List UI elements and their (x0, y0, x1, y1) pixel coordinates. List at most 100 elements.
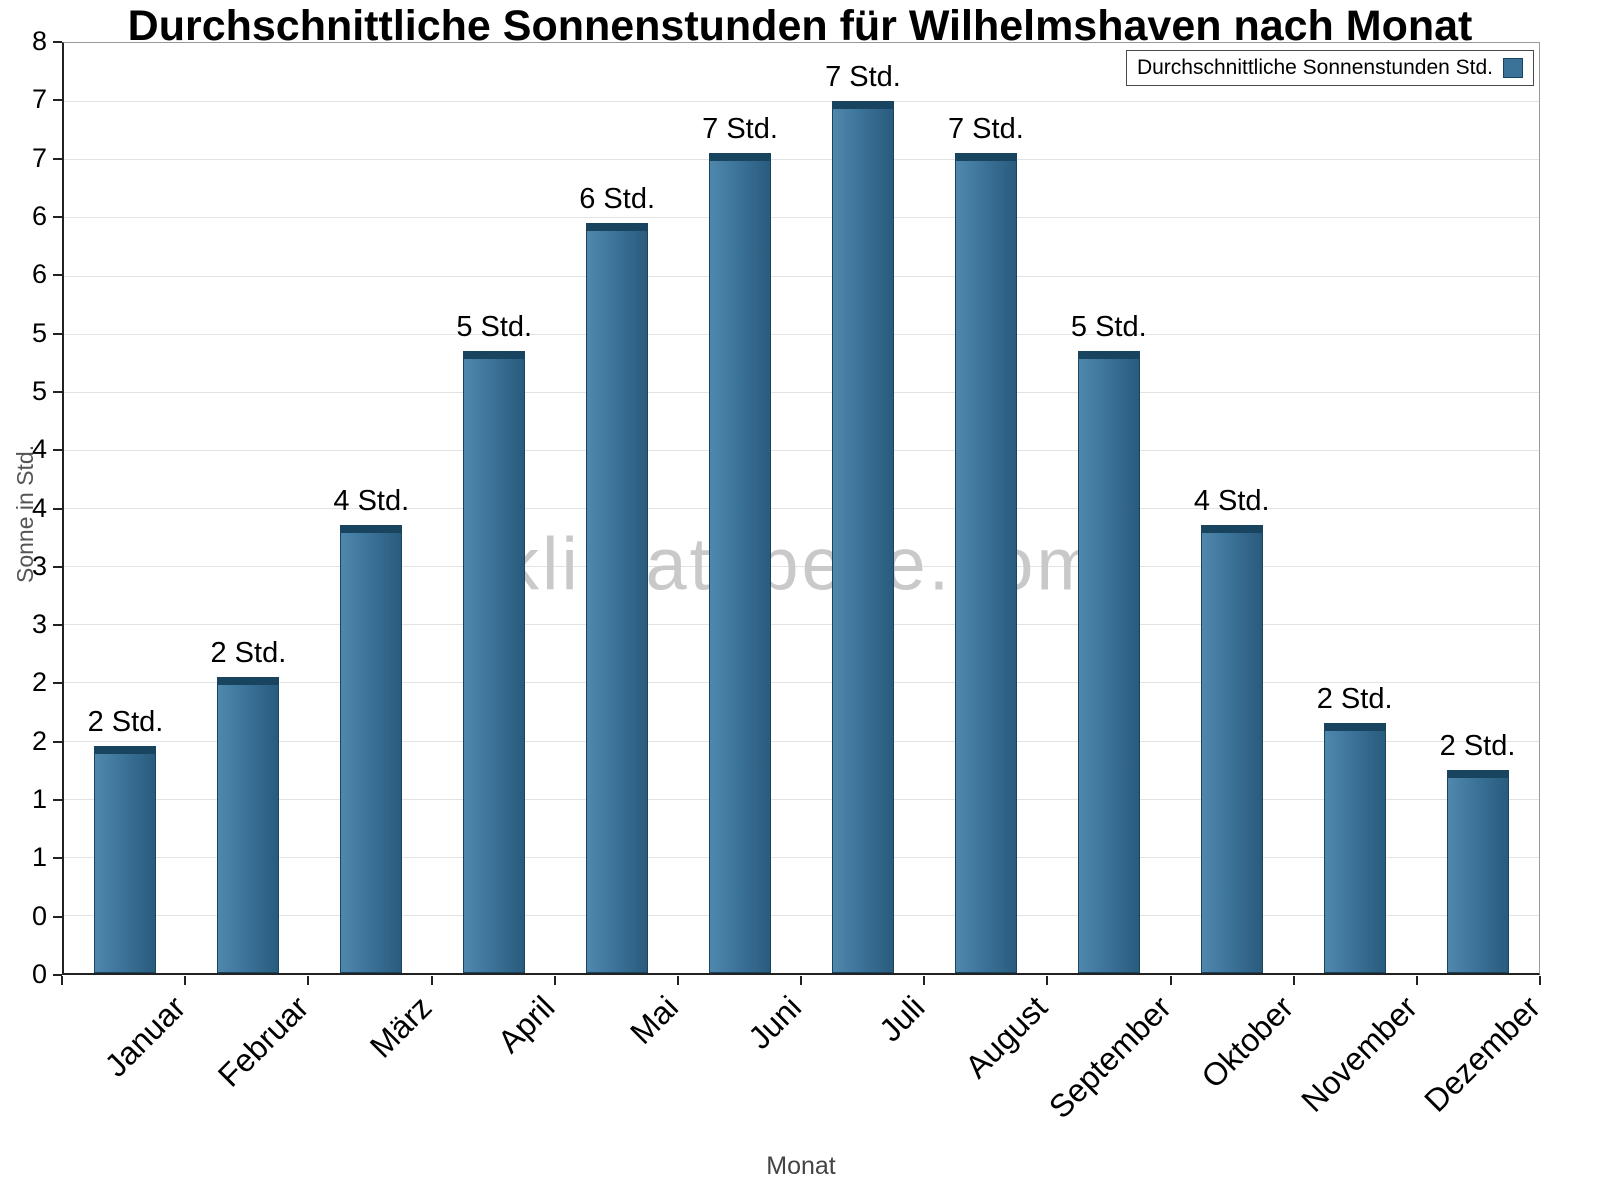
x-category-label-juli: Juli (871, 989, 932, 1049)
y-tick (53, 915, 62, 918)
bar-august (954, 153, 1017, 973)
bar-märz (340, 525, 403, 973)
plot-area: klimatabelle.com Durchschnittliche Sonne… (62, 42, 1540, 975)
x-tick (1539, 976, 1541, 985)
bar-value-label: 7 Std. (702, 113, 778, 146)
bar-value-label: 4 Std. (333, 485, 410, 518)
gridline (64, 159, 1539, 161)
bar-value-label: 7 Std. (947, 113, 1024, 146)
x-category-label-märz: März (362, 989, 439, 1065)
y-tick-label: 6 (31, 200, 47, 231)
x-tick (430, 976, 433, 985)
x-tick (800, 976, 802, 985)
legend: Durchschnittliche Sonnenstunden Std. (1125, 50, 1534, 86)
gridline (64, 682, 1539, 684)
bar-dezember (1446, 769, 1509, 973)
x-category-label-august: August (958, 989, 1055, 1085)
x-category-label-februar: Februar (210, 989, 316, 1094)
gridline (64, 798, 1539, 800)
bar-value-label: 2 Std. (87, 706, 164, 739)
bar-value-label: 5 Std. (1070, 311, 1147, 344)
bar-september (1077, 351, 1140, 973)
gridline (64, 217, 1539, 219)
x-category-label-oktober: Oktober (1194, 989, 1301, 1095)
x-category-label-november: November (1293, 989, 1424, 1119)
bar-juni (709, 153, 772, 973)
y-tick-label: 4 (31, 492, 47, 523)
bar-januar (94, 746, 157, 973)
y-tick-label: 3 (31, 609, 47, 640)
y-tick-label: 7 (31, 84, 47, 115)
y-tick-label: 8 (31, 25, 47, 56)
gridline (64, 275, 1539, 277)
gridline (64, 624, 1539, 626)
gridline (64, 449, 1539, 451)
y-tick (53, 390, 62, 393)
bar-mai (586, 223, 649, 973)
x-tick (184, 976, 187, 985)
y-tick (53, 740, 62, 743)
y-tick-label: 0 (31, 958, 47, 989)
y-tick (53, 99, 62, 102)
x-axis-ticks (61, 976, 1541, 988)
gridline (64, 856, 1539, 858)
x-category-label-april: April (490, 989, 562, 1060)
y-tick-label: 5 (31, 375, 47, 406)
bar-value-label: 2 Std. (210, 636, 287, 669)
y-tick (53, 857, 62, 860)
x-tick (676, 976, 679, 985)
gridline (64, 101, 1539, 103)
y-tick (53, 565, 62, 568)
y-tick (53, 332, 62, 335)
x-category-label-dezember: Dezember (1417, 989, 1547, 1119)
x-tick (307, 976, 310, 985)
x-category-label-januar: Januar (97, 989, 193, 1084)
y-tick (53, 215, 62, 218)
gridline (64, 914, 1539, 916)
bar-value-label: 2 Std. (1316, 683, 1393, 716)
gridline (64, 740, 1539, 742)
gridline (64, 333, 1539, 335)
bar-oktober (1200, 525, 1263, 973)
y-tick (53, 507, 62, 510)
bar-juli (831, 101, 894, 973)
y-tick (53, 799, 62, 802)
y-axis: 8 7 7 6 6 5 5 4 4 3 3 2 2 1 1 0 0 (0, 26, 62, 989)
y-tick-label: 5 (31, 317, 47, 348)
y-tick-label: 3 (31, 550, 47, 581)
bar-value-label: 7 Std. (825, 61, 901, 94)
legend-swatch (1503, 58, 1523, 78)
y-tick (53, 974, 62, 976)
x-tick (1292, 976, 1295, 985)
y-tick (53, 41, 62, 43)
y-tick-label: 1 (31, 783, 47, 814)
gridline (64, 566, 1539, 568)
y-tick (53, 274, 62, 277)
gridline (64, 391, 1539, 393)
y-tick-label: 2 (31, 725, 47, 756)
bar-februar (217, 676, 280, 973)
gridline (64, 508, 1539, 509)
y-tick-label: 1 (31, 842, 47, 873)
x-category-label-september: September (1041, 989, 1178, 1126)
y-tick (53, 449, 62, 452)
bar-value-label: 6 Std. (579, 183, 656, 216)
x-category-label-juni: Juni (741, 989, 808, 1056)
y-tick-label: 7 (31, 142, 47, 173)
bar-value-label: 4 Std. (1193, 485, 1270, 518)
x-category-label-mai: Mai (622, 989, 685, 1051)
y-tick (53, 682, 62, 685)
y-tick (53, 624, 62, 627)
y-tick-label: 4 (31, 434, 47, 465)
x-tick (553, 976, 556, 985)
x-axis-title: Monat (766, 1152, 836, 1180)
y-tick-label: 0 (31, 900, 47, 931)
bar-value-label: 2 Std. (1439, 729, 1516, 762)
x-tick (923, 976, 926, 985)
legend-label: Durchschnittliche Sonnenstunden Std. (1136, 56, 1493, 79)
y-tick-label: 2 (31, 667, 47, 698)
y-tick (53, 157, 62, 160)
bar-value-label: 5 Std. (456, 311, 533, 344)
bar-november (1323, 723, 1386, 973)
